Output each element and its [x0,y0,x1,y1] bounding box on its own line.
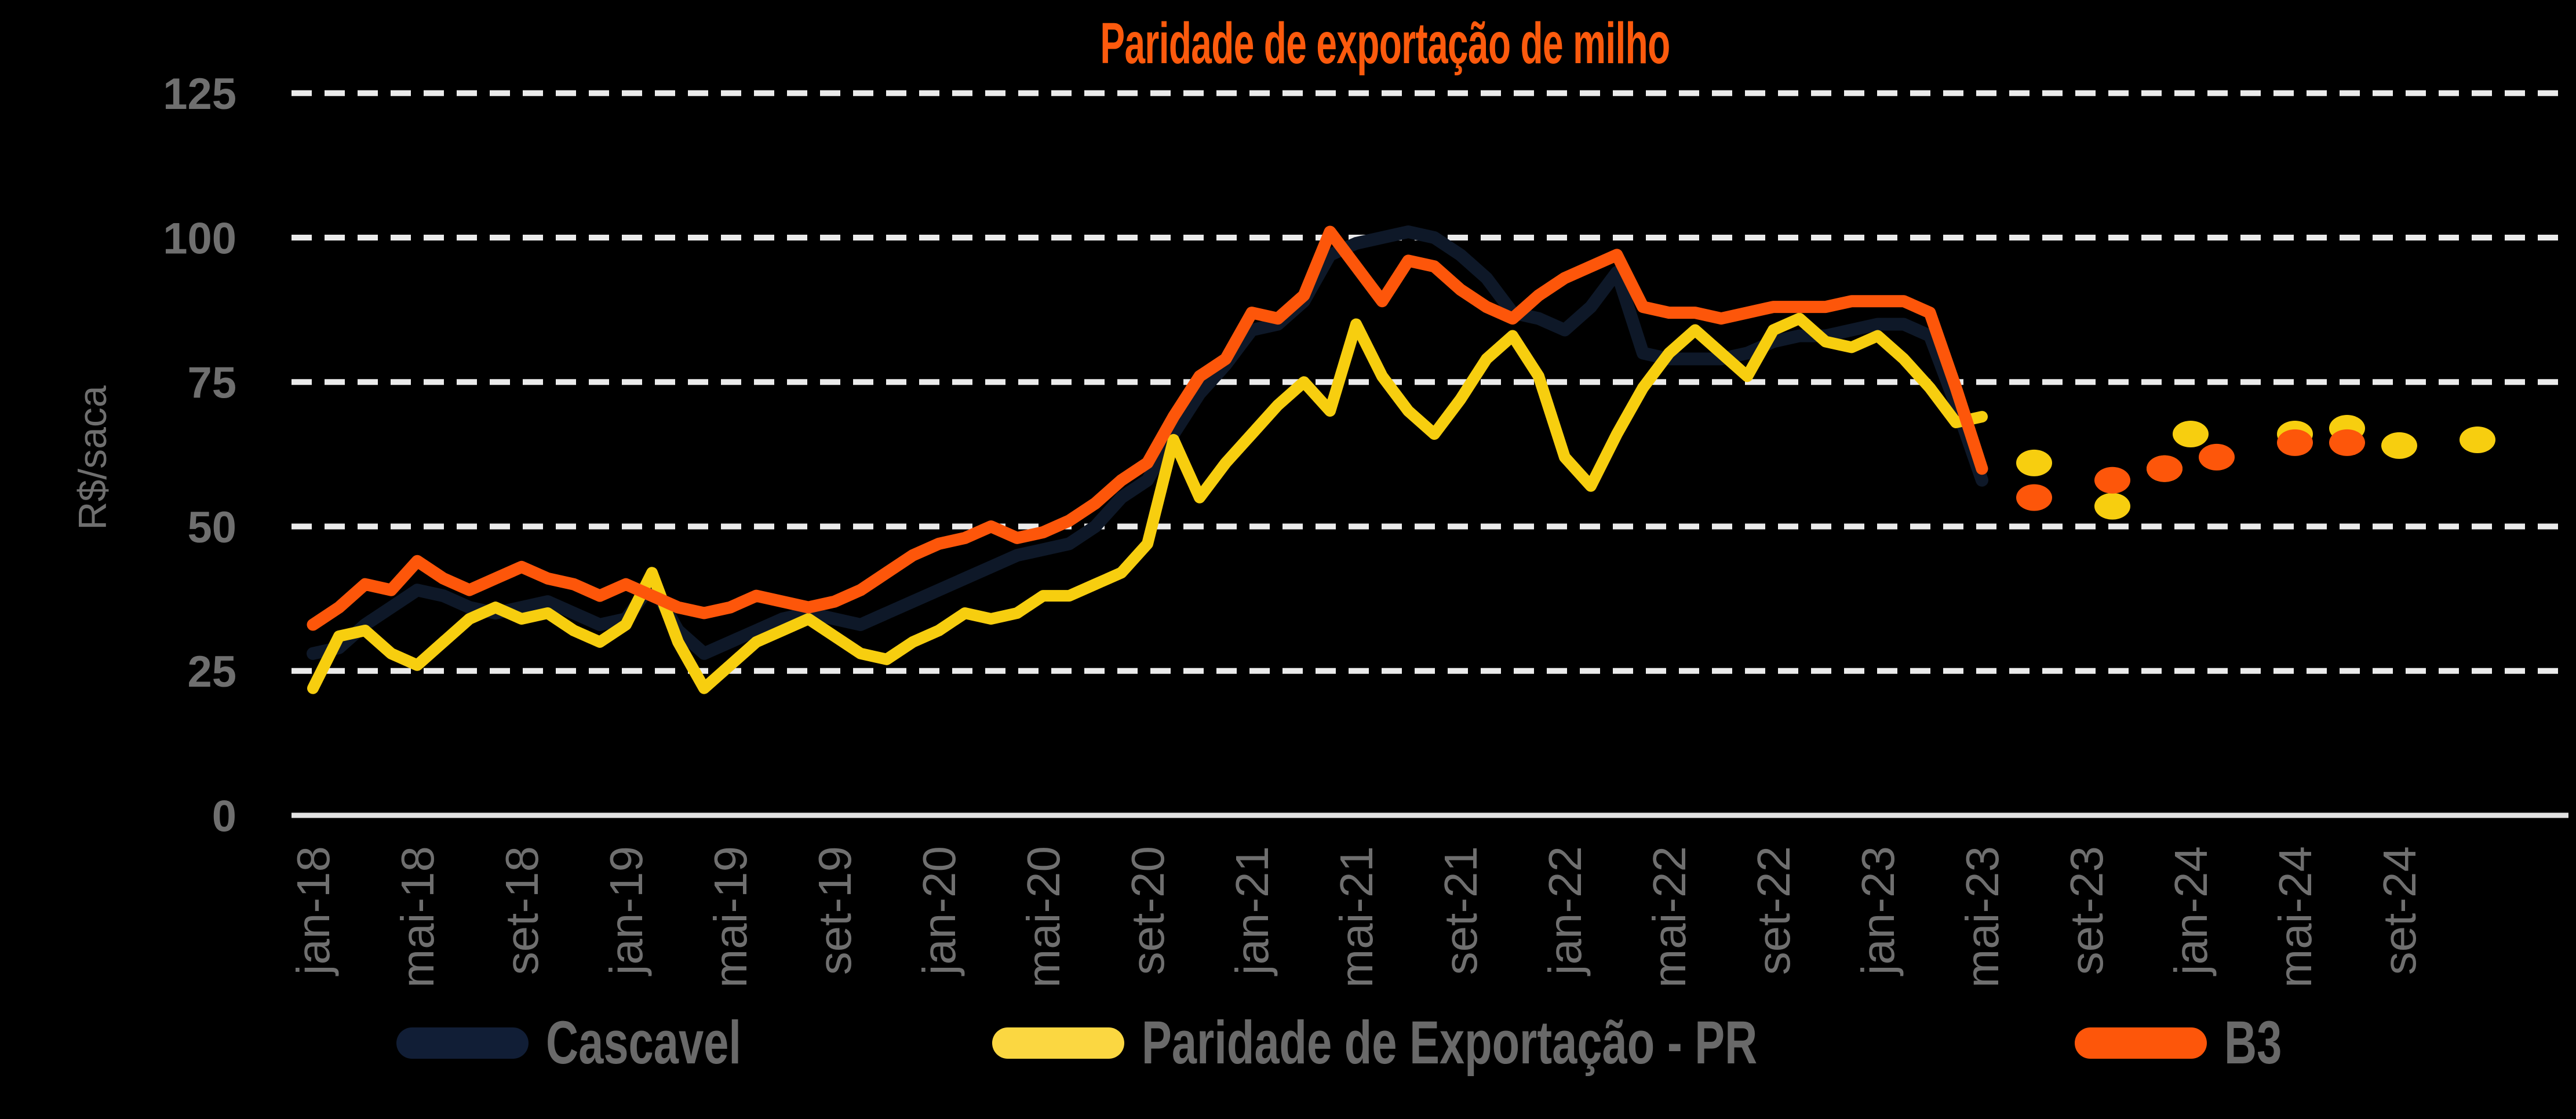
projection-dot-b3-mai-24 [2277,429,2313,456]
projection-dot-b3-jul-24 [2329,429,2365,456]
x-tick-label-set-21: set-21 [1435,846,1486,975]
series-line-b3 [307,225,1988,631]
legend-swatch-b3 [2075,1027,2207,1059]
x-tick-label-mai-23: mai-23 [1956,846,2008,988]
legend-item-cascavel: Cascavel [396,1009,810,1077]
projection-dot-paridade-jul-23 [2016,449,2052,476]
x-tick-label-jan-21: jan-21 [1226,846,1278,976]
x-tick-label-jan-23: jan-23 [1852,846,1904,976]
x-tick-label-set-20: set-20 [1122,846,1174,975]
projection-dot-paridade-jan-24 [2173,420,2209,447]
y-tick-label-25: 25 [187,647,236,697]
x-tick-label-set-22: set-22 [1748,846,1799,975]
x-tick-label-set-23: set-23 [2061,846,2112,975]
chart-title: Paridade de exportação de milho [1100,11,1670,76]
x-tick-label-set-18: set-18 [496,846,548,975]
x-tick-label-mai-24: mai-24 [2269,846,2321,988]
x-tick-label-jan-20: jan-20 [913,846,965,976]
x-tick-label-jan-22: jan-22 [1539,846,1591,976]
y-tick-label-100: 100 [163,214,236,263]
projection-dot-paridade-out-23 [2094,493,2130,520]
y-tick-label-75: 75 [187,359,236,408]
x-tick-label-set-19: set-19 [809,846,861,975]
series-line-cascavel [307,225,1988,660]
x-tick-label-jan-24: jan-24 [2165,846,2217,976]
x-tick-label-jan-18: jan-18 [287,846,339,976]
y-tick-label-125: 125 [163,70,236,119]
legend-label-cascavel: Cascavel [546,1009,741,1077]
legend-item-paridade: Paridade de Exportação - PR [992,1009,1973,1077]
x-tick-label-mai-20: mai-20 [1018,846,1069,988]
x-tick-label-mai-21: mai-21 [1331,846,1382,988]
legend-label-b3: B3 [2224,1009,2282,1077]
projection-dot-b3-fev-24 [2199,443,2235,471]
projection-dot-paridade-set-24 [2381,432,2417,459]
projection-dot-b3-dez-23 [2147,455,2183,482]
x-tick-label-mai-18: mai-18 [392,846,443,988]
legend-label-paridade: Paridade de Exportação - PR [1142,1009,1758,1077]
x-tick-label-jan-19: jan-19 [600,846,652,976]
projection-dot-b3-jul-23 [2016,484,2052,511]
x-tick-label-mai-19: mai-19 [705,846,756,988]
x-tick-label-set-24: set-24 [2374,846,2425,975]
series-line-paridade [307,312,1988,694]
y-tick-label-0: 0 [212,792,236,841]
legend-swatch-paridade [992,1027,1124,1059]
legend-swatch-cascavel [396,1027,529,1059]
projection-dot-b3-out-23 [2094,466,2130,494]
projection-dot-paridade-dez-24 [2460,426,2495,453]
y-tick-label-50: 50 [187,503,236,552]
x-tick-label-mai-22: mai-22 [1644,846,1695,988]
legend-item-b3: B3 [2075,1009,2302,1077]
